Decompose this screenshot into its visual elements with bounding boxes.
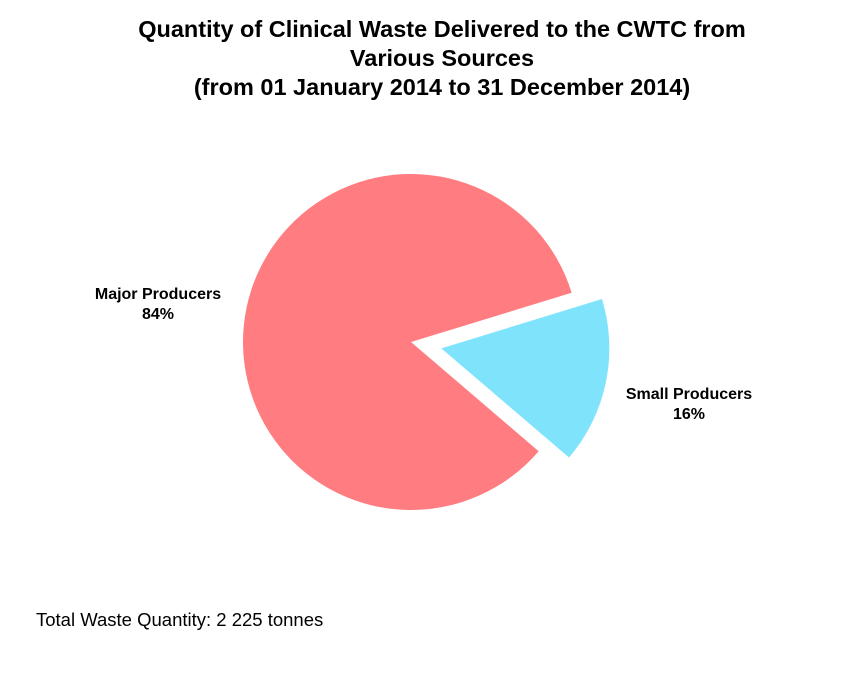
data-label-major-producers: Major Producers 84% — [68, 285, 248, 325]
data-label-major-name: Major Producers — [94, 286, 222, 303]
total-quantity-note: Total Waste Quantity: 2 225 tonnes — [36, 609, 324, 630]
pie-slice-small-producers — [441, 299, 610, 458]
data-label-small-percent: 16% — [672, 406, 706, 423]
chart-title-line-2: Various Sources — [349, 45, 535, 71]
pie-slice-major-producers — [243, 174, 572, 511]
data-label-major-percent: 84% — [141, 306, 175, 323]
chart-title: Quantity of Clinical Waste Delivered to … — [0, 15, 842, 102]
chart-title-line-3: (from 01 January 2014 to 31 December 201… — [193, 74, 691, 100]
chart-title-line-1: Quantity of Clinical Waste Delivered to … — [138, 16, 746, 42]
data-label-small-name: Small Producers — [625, 386, 753, 403]
data-label-small-producers: Small Producers 16% — [600, 385, 778, 425]
